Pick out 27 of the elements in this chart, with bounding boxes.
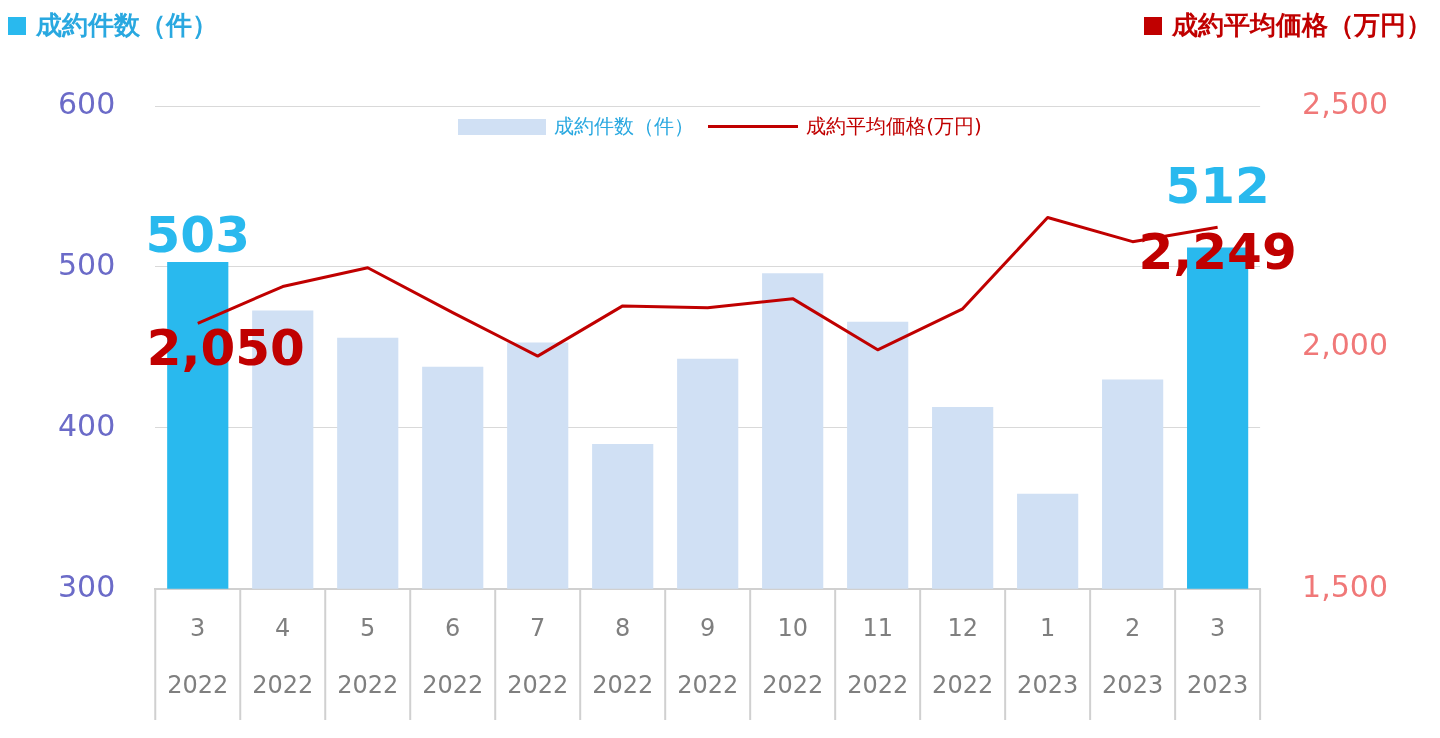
category-label: 7 2022 bbox=[507, 613, 569, 700]
y-tick-label: 400 bbox=[58, 407, 116, 443]
category-label: 1 2023 bbox=[1017, 613, 1079, 700]
category-label: 8 2022 bbox=[592, 613, 654, 700]
category-label: 2 2023 bbox=[1102, 613, 1164, 700]
category-label: 11 2022 bbox=[847, 613, 909, 700]
data-label: 503 bbox=[145, 206, 250, 265]
category-label: 4 2022 bbox=[252, 613, 314, 700]
y2-tick-label: 2,500 bbox=[1302, 85, 1389, 121]
category-label: 6 2022 bbox=[422, 613, 484, 700]
category-label: 9 2022 bbox=[677, 613, 739, 700]
legend-label: 成約件数（件） bbox=[554, 113, 695, 140]
data-label: 512 bbox=[1165, 157, 1270, 216]
y-tick-label: 500 bbox=[58, 246, 116, 282]
y2-axis-title: 成約平均価格（万円） bbox=[1172, 9, 1432, 42]
y-axis-title: 成約件数（件） bbox=[36, 9, 218, 42]
y-tick-label: 600 bbox=[58, 85, 116, 121]
y2-tick-label: 2,000 bbox=[1302, 327, 1389, 363]
category-label: 3 2022 bbox=[167, 613, 229, 700]
category-label: 5 2022 bbox=[337, 613, 399, 700]
category-label: 10 2022 bbox=[762, 613, 824, 700]
y-tick-label: 300 bbox=[58, 568, 116, 604]
data-label: 2,249 bbox=[1138, 223, 1297, 282]
category-label: 12 2022 bbox=[932, 613, 994, 700]
y2-tick-label: 1,500 bbox=[1302, 568, 1389, 604]
category-label: 3 2023 bbox=[1187, 613, 1249, 700]
legend-label: 成約平均価格(万円) bbox=[806, 113, 982, 140]
